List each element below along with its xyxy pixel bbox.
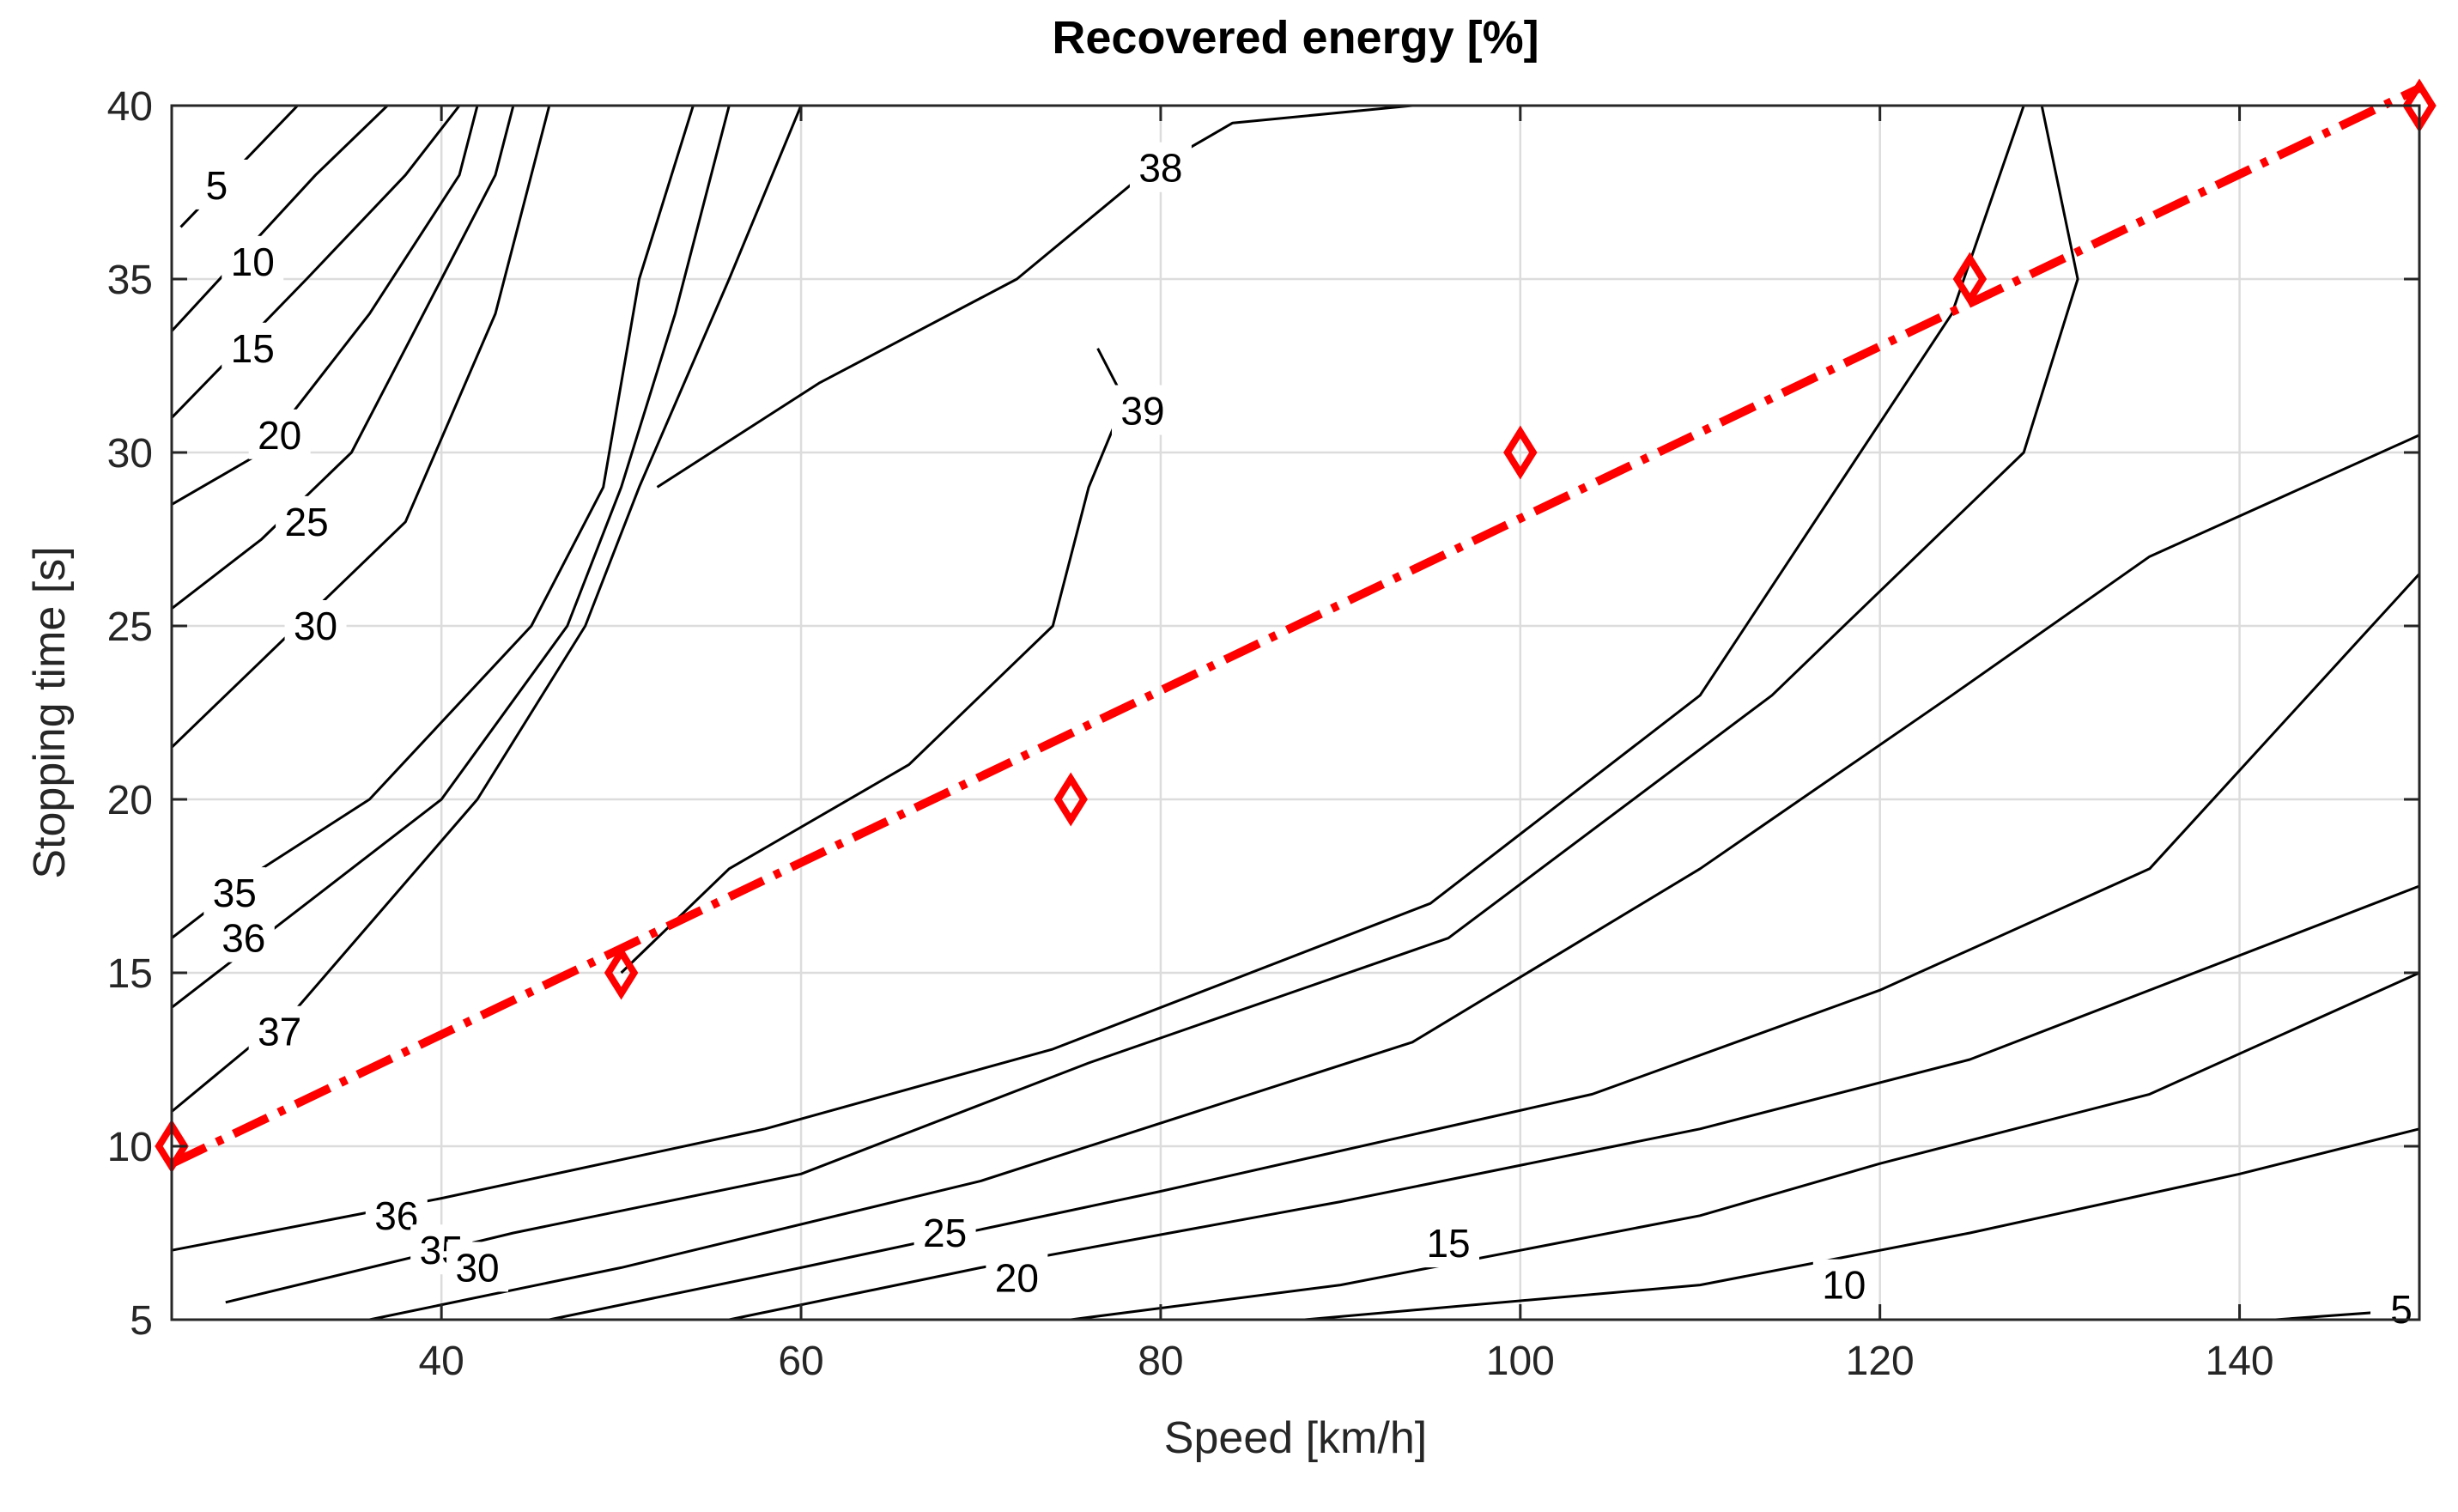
contour-label-10: 10 (1822, 1263, 1866, 1308)
x-tick-label: 60 (778, 1339, 823, 1384)
contour-label-5: 5 (2390, 1287, 2412, 1332)
contour-label-bg (1129, 142, 1192, 192)
contour-line-10 (1304, 1127, 2420, 1321)
plot-frame (170, 104, 2421, 1321)
x-tick-label: 80 (1138, 1339, 1183, 1384)
x-axis-label: Speed [km/h] (1164, 1413, 1427, 1463)
contour-label-bg (1812, 1259, 1875, 1309)
y-axis-label: Stopping time [s] (25, 546, 75, 878)
contour-line-20 (728, 884, 2420, 1321)
data-marker-diamond (604, 945, 639, 1000)
contour-label-bg (276, 495, 338, 546)
contour-label-20: 20 (995, 1256, 1039, 1301)
contour-label-10: 10 (231, 240, 275, 284)
contour-label-25: 25 (284, 500, 328, 544)
contour-label-bg (185, 159, 248, 209)
contour-label-bg (203, 867, 266, 918)
x-tick-label: 120 (1846, 1339, 1915, 1384)
contour-line-10 (170, 104, 389, 332)
contour-label-39: 39 (1120, 389, 1164, 434)
contour-line-20 (171, 105, 479, 506)
contour-label-25: 25 (923, 1211, 967, 1255)
data-marker-diamond (1053, 772, 1088, 827)
contour-label-20: 20 (258, 413, 301, 458)
contour-label-30: 30 (294, 604, 337, 648)
contour-label-bg (1111, 385, 1174, 435)
contour-label-bg (913, 1207, 976, 1257)
contour-label-bg (284, 600, 347, 650)
trend-line (169, 84, 2422, 1168)
contour-label-bg (222, 322, 284, 373)
y-tick-label: 10 (107, 1125, 153, 1170)
contour-label-bg (248, 409, 311, 459)
contour-label-35: 35 (213, 871, 257, 915)
x-tick-label: 100 (1486, 1339, 1555, 1384)
y-tick-label: 15 (107, 951, 153, 997)
y-tick-label: 20 (107, 778, 153, 823)
contour-label-30: 30 (455, 1245, 499, 1290)
contour-label-bg (1417, 1217, 1480, 1268)
contour-label-bg (986, 1252, 1048, 1303)
contour-label-bg (248, 1005, 311, 1056)
contour-label-37: 37 (258, 1010, 301, 1054)
x-tick-label: 140 (2206, 1339, 2274, 1384)
trend-line-group (169, 84, 2422, 1168)
data-marker-diamond (1503, 425, 1538, 480)
y-tick-label: 25 (107, 604, 153, 650)
contour-label-bg (2370, 1283, 2433, 1333)
contour-label-38: 38 (1138, 146, 1182, 191)
y-tick-label: 35 (107, 258, 153, 303)
contour-label-15: 15 (1426, 1221, 1470, 1266)
contour-label-bg (222, 235, 284, 286)
contour-line-35 (225, 105, 2079, 1304)
y-tick-label: 40 (107, 84, 153, 130)
contour-label-15: 15 (231, 326, 275, 371)
contour-line-36 (171, 105, 2025, 1252)
contour-label-bg (446, 1242, 509, 1292)
contour-line-30 (170, 105, 551, 749)
contour-line-25 (549, 573, 2421, 1321)
data-marker-diamond (1952, 252, 1988, 307)
x-tick-label: 40 (418, 1339, 464, 1384)
chart-title: Recovered energy [%] (1052, 12, 1539, 64)
contour-line-38 (656, 104, 1413, 489)
contour-label-36: 36 (222, 916, 265, 961)
y-tick-label: 5 (130, 1298, 153, 1344)
contour-line-25 (171, 105, 515, 610)
y-tick-label: 30 (107, 431, 153, 477)
contour-line-15 (1071, 971, 2420, 1321)
contour-line-30 (369, 434, 2420, 1321)
contour-label-bg (212, 912, 275, 962)
contour-label-5: 5 (206, 163, 228, 208)
